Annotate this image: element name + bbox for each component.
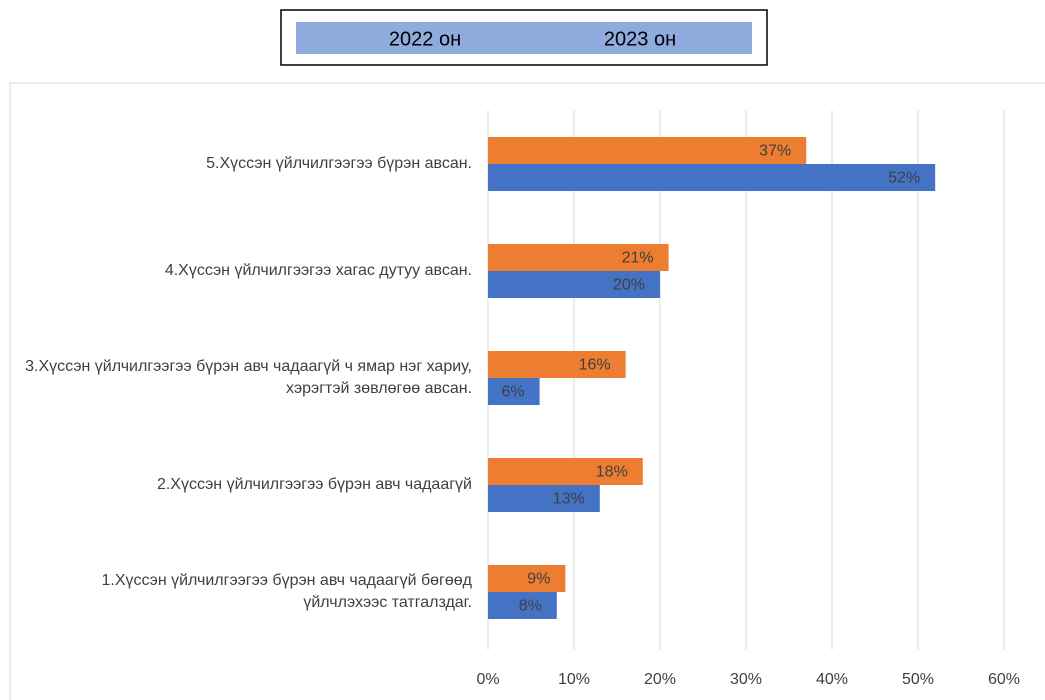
bar [488,244,669,271]
x-tick-label: 20% [644,671,676,688]
x-tick-label: 10% [558,671,590,688]
data-label: 21% [622,250,654,267]
data-label: 8% [519,598,542,615]
legend-band [296,22,752,54]
chart-border [9,82,1045,700]
category-label: 2.Хүссэн үйлчилгээгээ бүрэн авч чадаагүй [12,445,472,525]
data-label: 20% [613,277,645,294]
data-label: 6% [501,384,524,401]
bar [488,164,936,191]
category-text: 5.Хүссэн үйлчилгээгээ бүрэн авсан. [206,155,472,172]
x-tick-label: 0% [476,671,499,688]
category-label: 3.Хүссэн үйлчилгээгээ бүрэн авч чадаагүй… [12,338,472,418]
category-label: 4.Хүссэн үйлчилгээгээ хагас дутуу авсан. [12,231,472,311]
bar [488,458,643,485]
category-text: 1.Хүссэн үйлчилгээгээ бүрэн авч чадаагүй… [101,572,472,611]
x-tick-label: 30% [730,671,762,688]
legend-entry: 2023 он [604,28,676,50]
data-label: 18% [596,464,628,481]
bar [488,351,626,378]
data-label: 9% [527,571,550,588]
data-label: 37% [759,143,791,160]
category-text: 4.Хүссэн үйлчилгээгээ хагас дутуу авсан. [164,262,472,279]
bar [488,592,557,619]
category-label: 1.Хүссэн үйлчилгээгээ бүрэн авч чадаагүй… [12,552,472,632]
data-label: 52% [888,170,920,187]
category-text: 2.Хүссэн үйлчилгээгээ бүрэн авч чадаагүй [156,476,472,493]
bar [488,271,660,298]
x-tick-label: 50% [902,671,934,688]
category-label: 5.Хүссэн үйлчилгээгээ бүрэн авсан. [12,124,472,204]
x-tick-label: 60% [988,671,1020,688]
data-label: 16% [579,357,611,374]
bar [488,137,807,164]
bar [488,378,540,405]
x-tick-label: 40% [816,671,848,688]
bar [488,485,600,512]
data-label: 13% [553,491,585,508]
legend-entry: 2022 он [389,28,461,50]
category-text: 3.Хүссэн үйлчилгээгээ бүрэн авч чадаагүй… [25,358,472,397]
bar [488,565,566,592]
